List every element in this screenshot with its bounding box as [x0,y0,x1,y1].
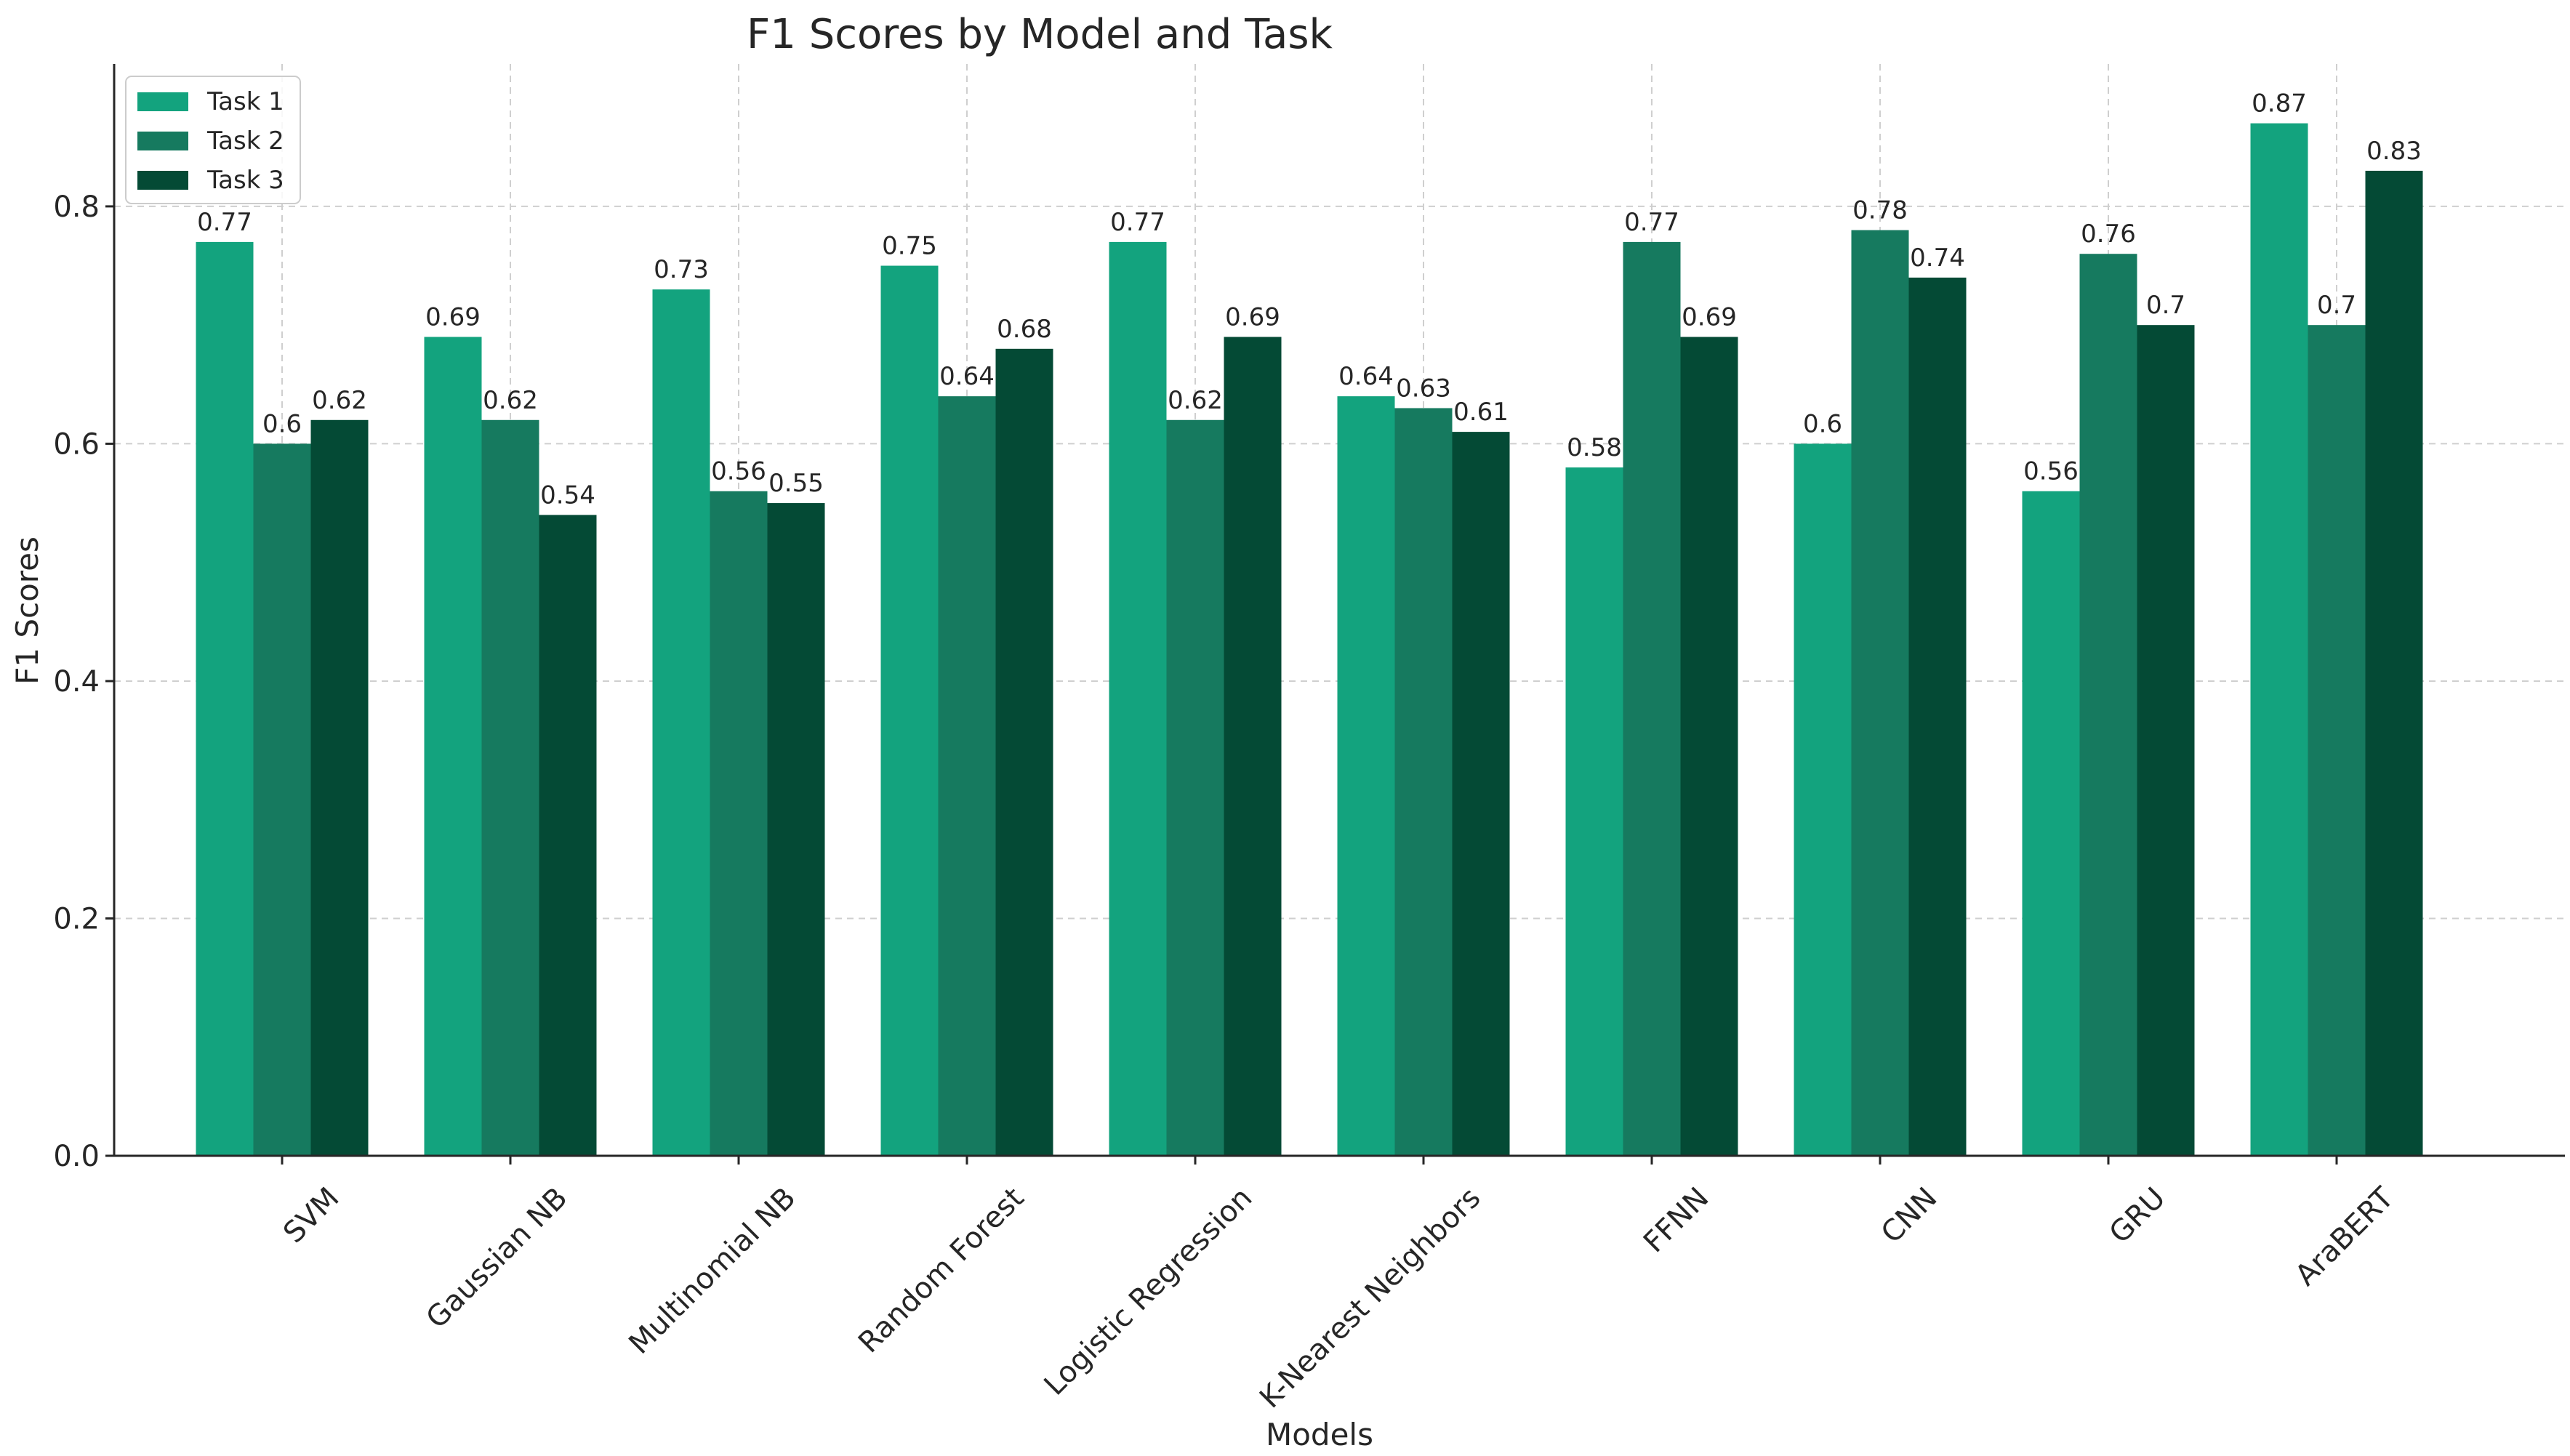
bar-value-label: 0.75 [882,232,937,261]
y-tick-label: 0.0 [53,1140,100,1173]
legend: Task 1 Task 2 Task 3 [125,76,301,204]
bar [1394,408,1453,1156]
bar-value-label: 0.74 [1910,244,1965,273]
x-axis-label: Models [1266,1417,1373,1452]
bars-layer [196,123,2423,1157]
bar-value-label: 0.7 [2146,291,2185,320]
bar-value-label: 0.6 [1803,409,1842,438]
bar [2079,254,2137,1156]
bar-value-label: 0.69 [1225,303,1280,332]
bar [1224,337,1282,1156]
bar [481,419,539,1156]
bar-value-label: 0.78 [1852,196,1908,225]
bar [253,443,311,1156]
bar [539,515,597,1156]
bar [1337,396,1395,1157]
bar [652,289,710,1156]
bar [1851,230,1909,1157]
bar [1166,419,1224,1156]
y-axis-label: F1 Scores [9,536,45,685]
bar [767,503,825,1156]
bar [938,396,996,1157]
bar-value-label: 0.54 [540,480,595,510]
bar [1623,241,1681,1156]
bar [196,241,254,1156]
legend-swatch [137,171,188,190]
bar-value-label: 0.64 [939,362,995,391]
bar [2250,123,2308,1157]
bar [1680,337,1738,1156]
bar [1452,432,1510,1156]
bar [1565,467,1623,1156]
bar [880,265,939,1157]
bar-value-label: 0.6 [262,409,302,438]
legend-swatch [137,132,188,150]
bar [310,419,369,1156]
bar [2308,325,2366,1156]
bar-value-label: 0.56 [711,457,766,486]
legend-swatch [137,92,188,111]
bar [1109,241,1167,1156]
bar [424,337,482,1156]
legend-label: Task 1 [206,87,284,116]
y-tick-label: 0.2 [53,902,100,936]
bar-value-label: 0.62 [483,386,538,415]
bar-value-label: 0.69 [1682,303,1737,332]
chart-title: F1 Scores by Model and Task [747,11,1333,58]
bar-value-label: 0.68 [997,315,1052,344]
bar-value-label: 0.63 [1396,374,1451,403]
bar-value-label: 0.69 [425,303,481,332]
y-tick-label: 0.6 [53,427,100,461]
bar [995,348,1053,1157]
bar-value-label: 0.7 [2317,291,2356,320]
legend-label: Task 2 [206,126,284,156]
bar-value-label: 0.62 [312,386,367,415]
bar-value-label: 0.58 [1567,433,1622,462]
bar-value-label: 0.77 [197,208,252,237]
bar-value-label: 0.77 [1110,208,1165,237]
bar [2022,491,2080,1156]
bar [2137,325,2195,1156]
legend-label: Task 3 [206,166,284,195]
bar-value-label: 0.56 [2023,457,2079,486]
bar-value-label: 0.83 [2366,137,2422,166]
bar [2365,170,2423,1156]
bar-value-label: 0.62 [1168,386,1223,415]
bar [1794,443,1852,1156]
y-tick-label: 0.4 [53,665,100,699]
bar-value-label: 0.77 [1624,208,1679,237]
bar [1908,277,1967,1156]
bar [710,491,768,1156]
data-labels-layer: 0.77 0.69 0.73 0.75 0.77 0.64 0.58 0.6 0.56 0.87 0… [197,89,2422,510]
bar-value-label: 0.76 [2081,220,2136,249]
bar-value-label: 0.64 [1338,362,1394,391]
bar-value-label: 0.87 [2252,89,2307,118]
bar-value-label: 0.73 [654,255,709,284]
y-tick-label: 0.8 [53,190,100,224]
bar-value-label: 0.55 [768,469,824,498]
bar-value-label: 0.61 [1453,398,1509,427]
